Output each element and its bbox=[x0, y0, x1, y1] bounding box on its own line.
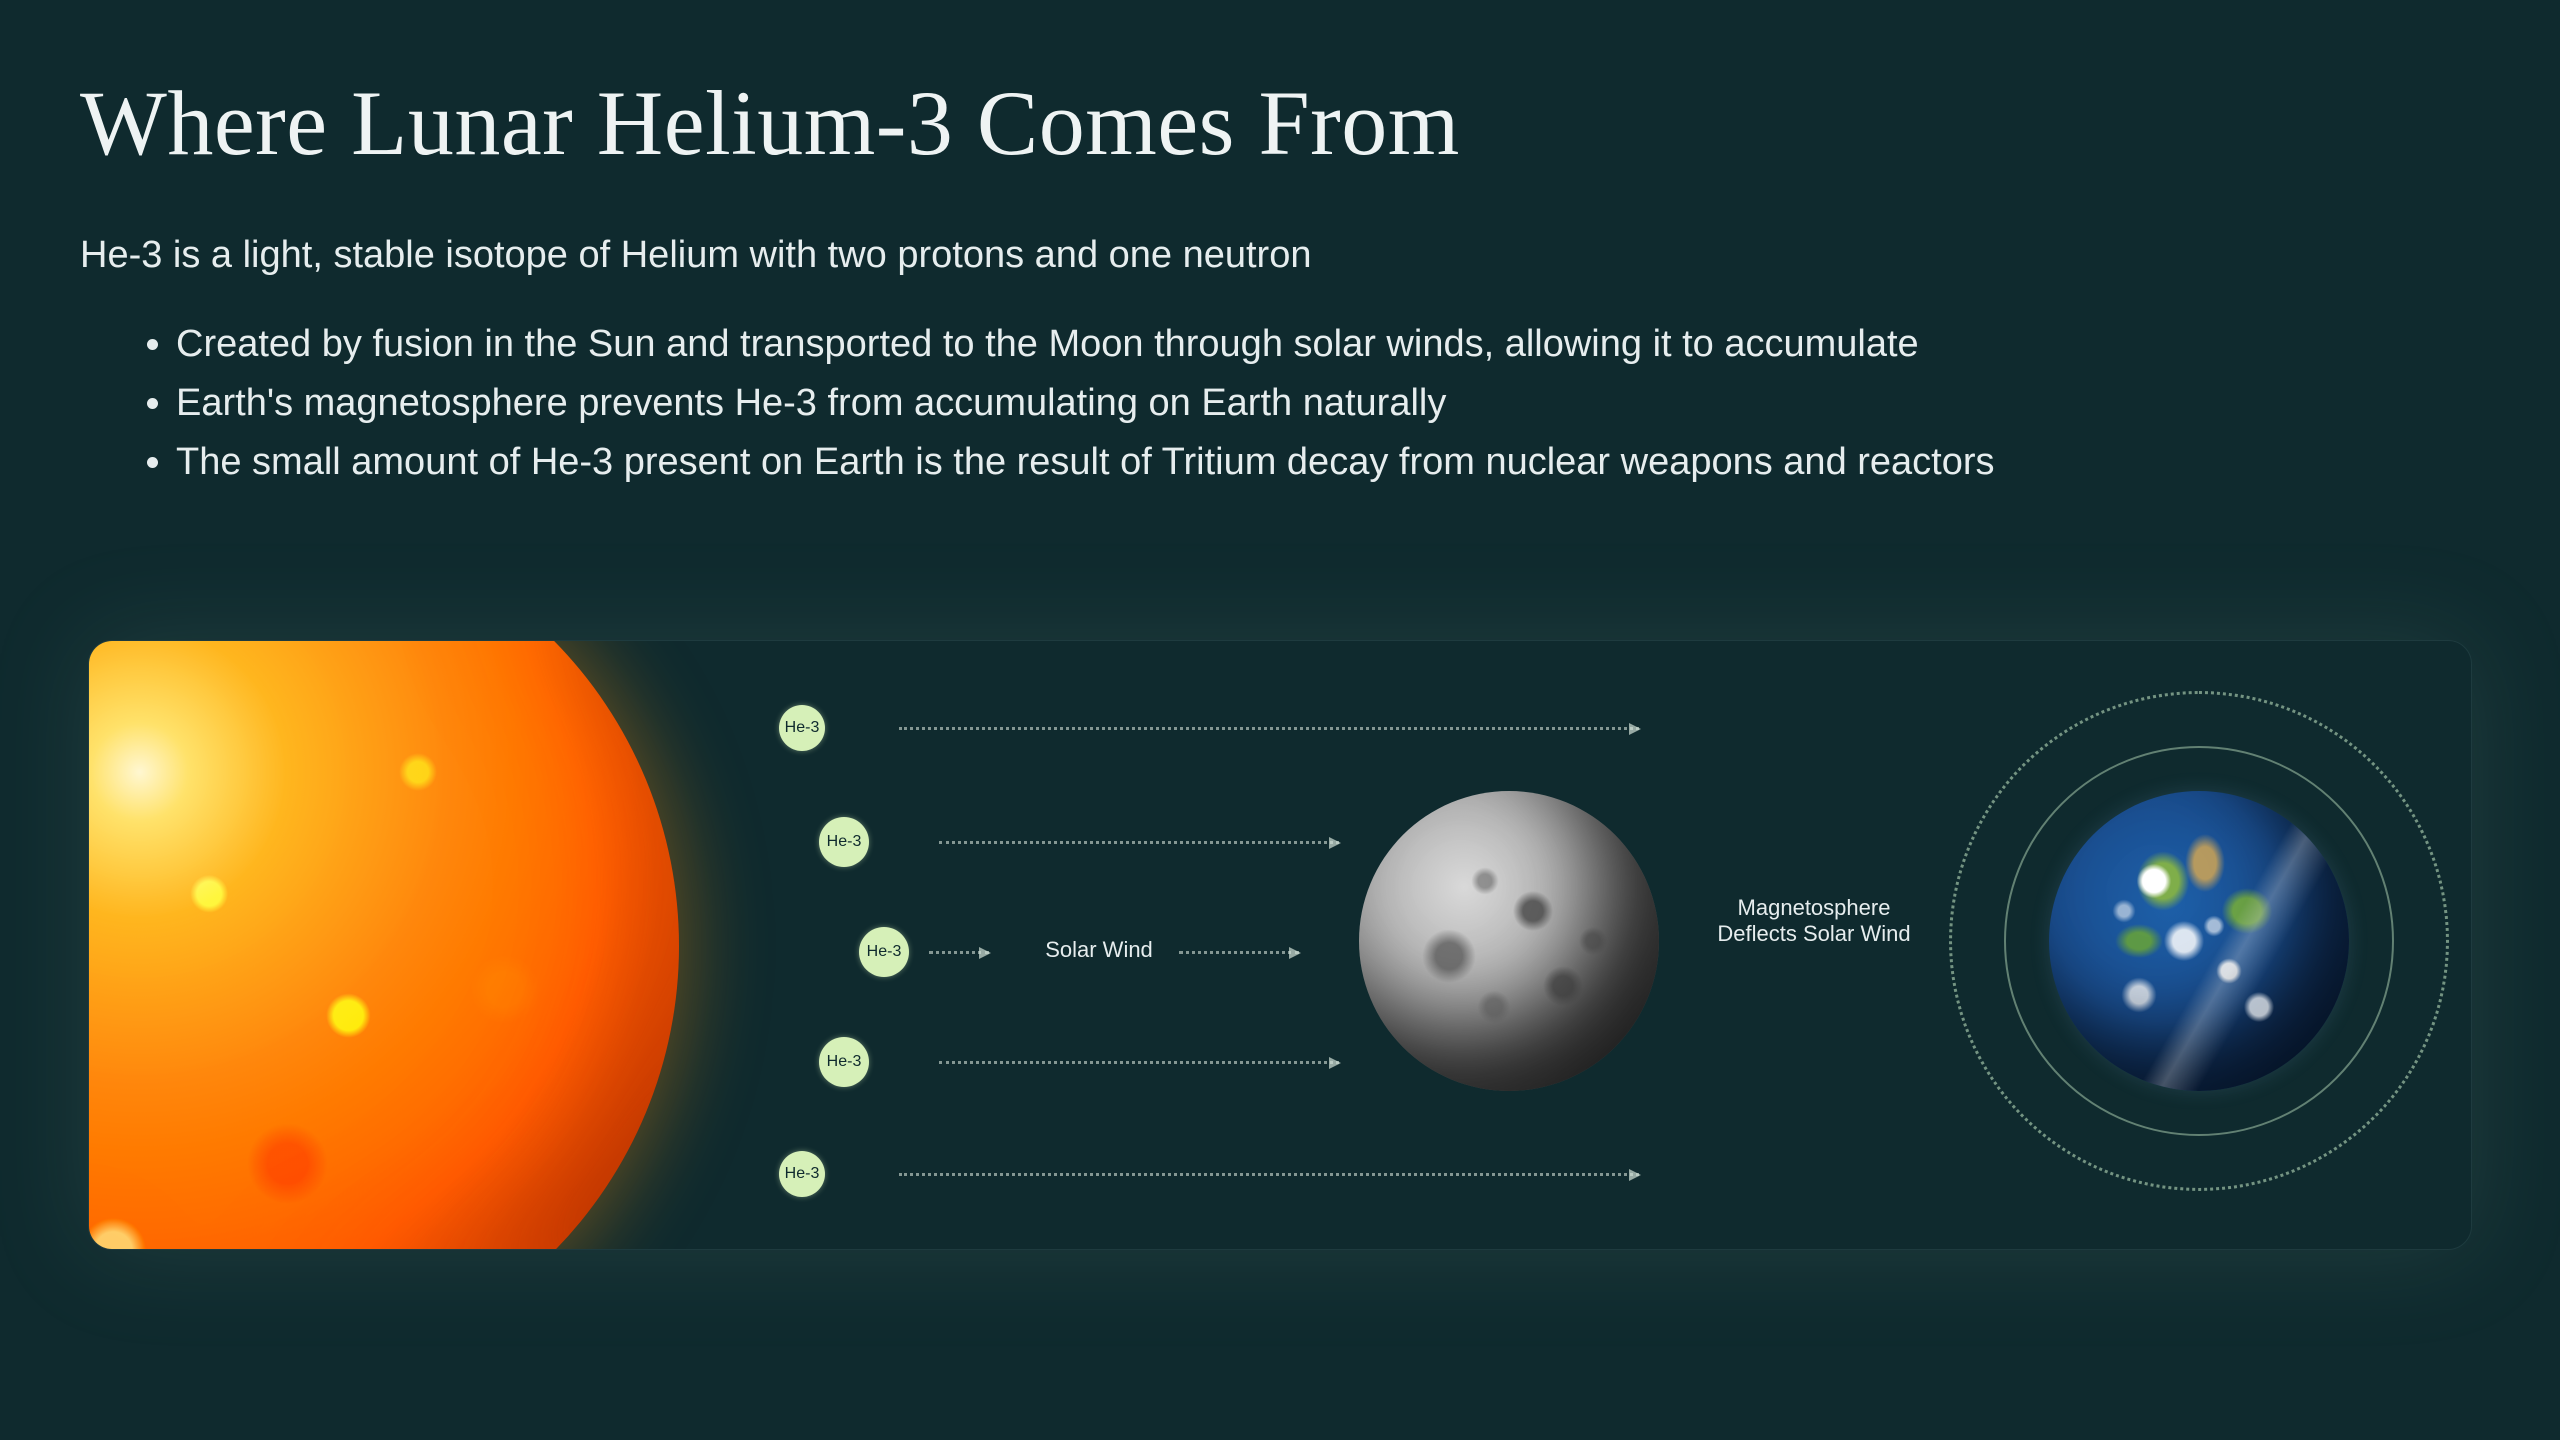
moon-icon bbox=[1359, 791, 1659, 1091]
sun-icon bbox=[88, 640, 679, 1250]
he3-particle: He-3 bbox=[779, 705, 825, 751]
diagram-panel: He-3 He-3 He-3 He-3 He-3 Solar Wind Magnetosph… bbox=[88, 640, 2472, 1250]
solar-wind-arrow bbox=[929, 951, 989, 954]
solar-wind-arrow bbox=[899, 1173, 1639, 1176]
earth-icon bbox=[2049, 791, 2349, 1091]
he3-particle: He-3 bbox=[819, 1037, 869, 1087]
he3-particle: He-3 bbox=[779, 1151, 825, 1197]
bullet-item: Earth's magnetosphere prevents He-3 from… bbox=[176, 376, 2480, 431]
bullet-item: Created by fusion in the Sun and transpo… bbox=[176, 317, 2480, 372]
diagram-label: Magnetosphere Deflects Solar Wind bbox=[1699, 895, 1929, 947]
bullet-item: The small amount of He-3 present on Eart… bbox=[176, 435, 2480, 490]
solar-wind-arrow bbox=[939, 841, 1339, 844]
solar-wind-arrow bbox=[899, 727, 1639, 730]
earth-group bbox=[1939, 681, 2459, 1201]
subtitle: He-3 is a light, stable isotope of Heliu… bbox=[80, 234, 2480, 277]
diagram-label: Solar Wind bbox=[1019, 937, 1179, 963]
solar-wind-arrow bbox=[1179, 951, 1299, 954]
he3-particle: He-3 bbox=[819, 817, 869, 867]
solar-wind-arrow bbox=[939, 1061, 1339, 1064]
he3-particle: He-3 bbox=[859, 927, 909, 977]
bullet-list: Created by fusion in the Sun and transpo… bbox=[176, 317, 2480, 490]
page-title: Where Lunar Helium-3 Comes From bbox=[80, 70, 2480, 176]
